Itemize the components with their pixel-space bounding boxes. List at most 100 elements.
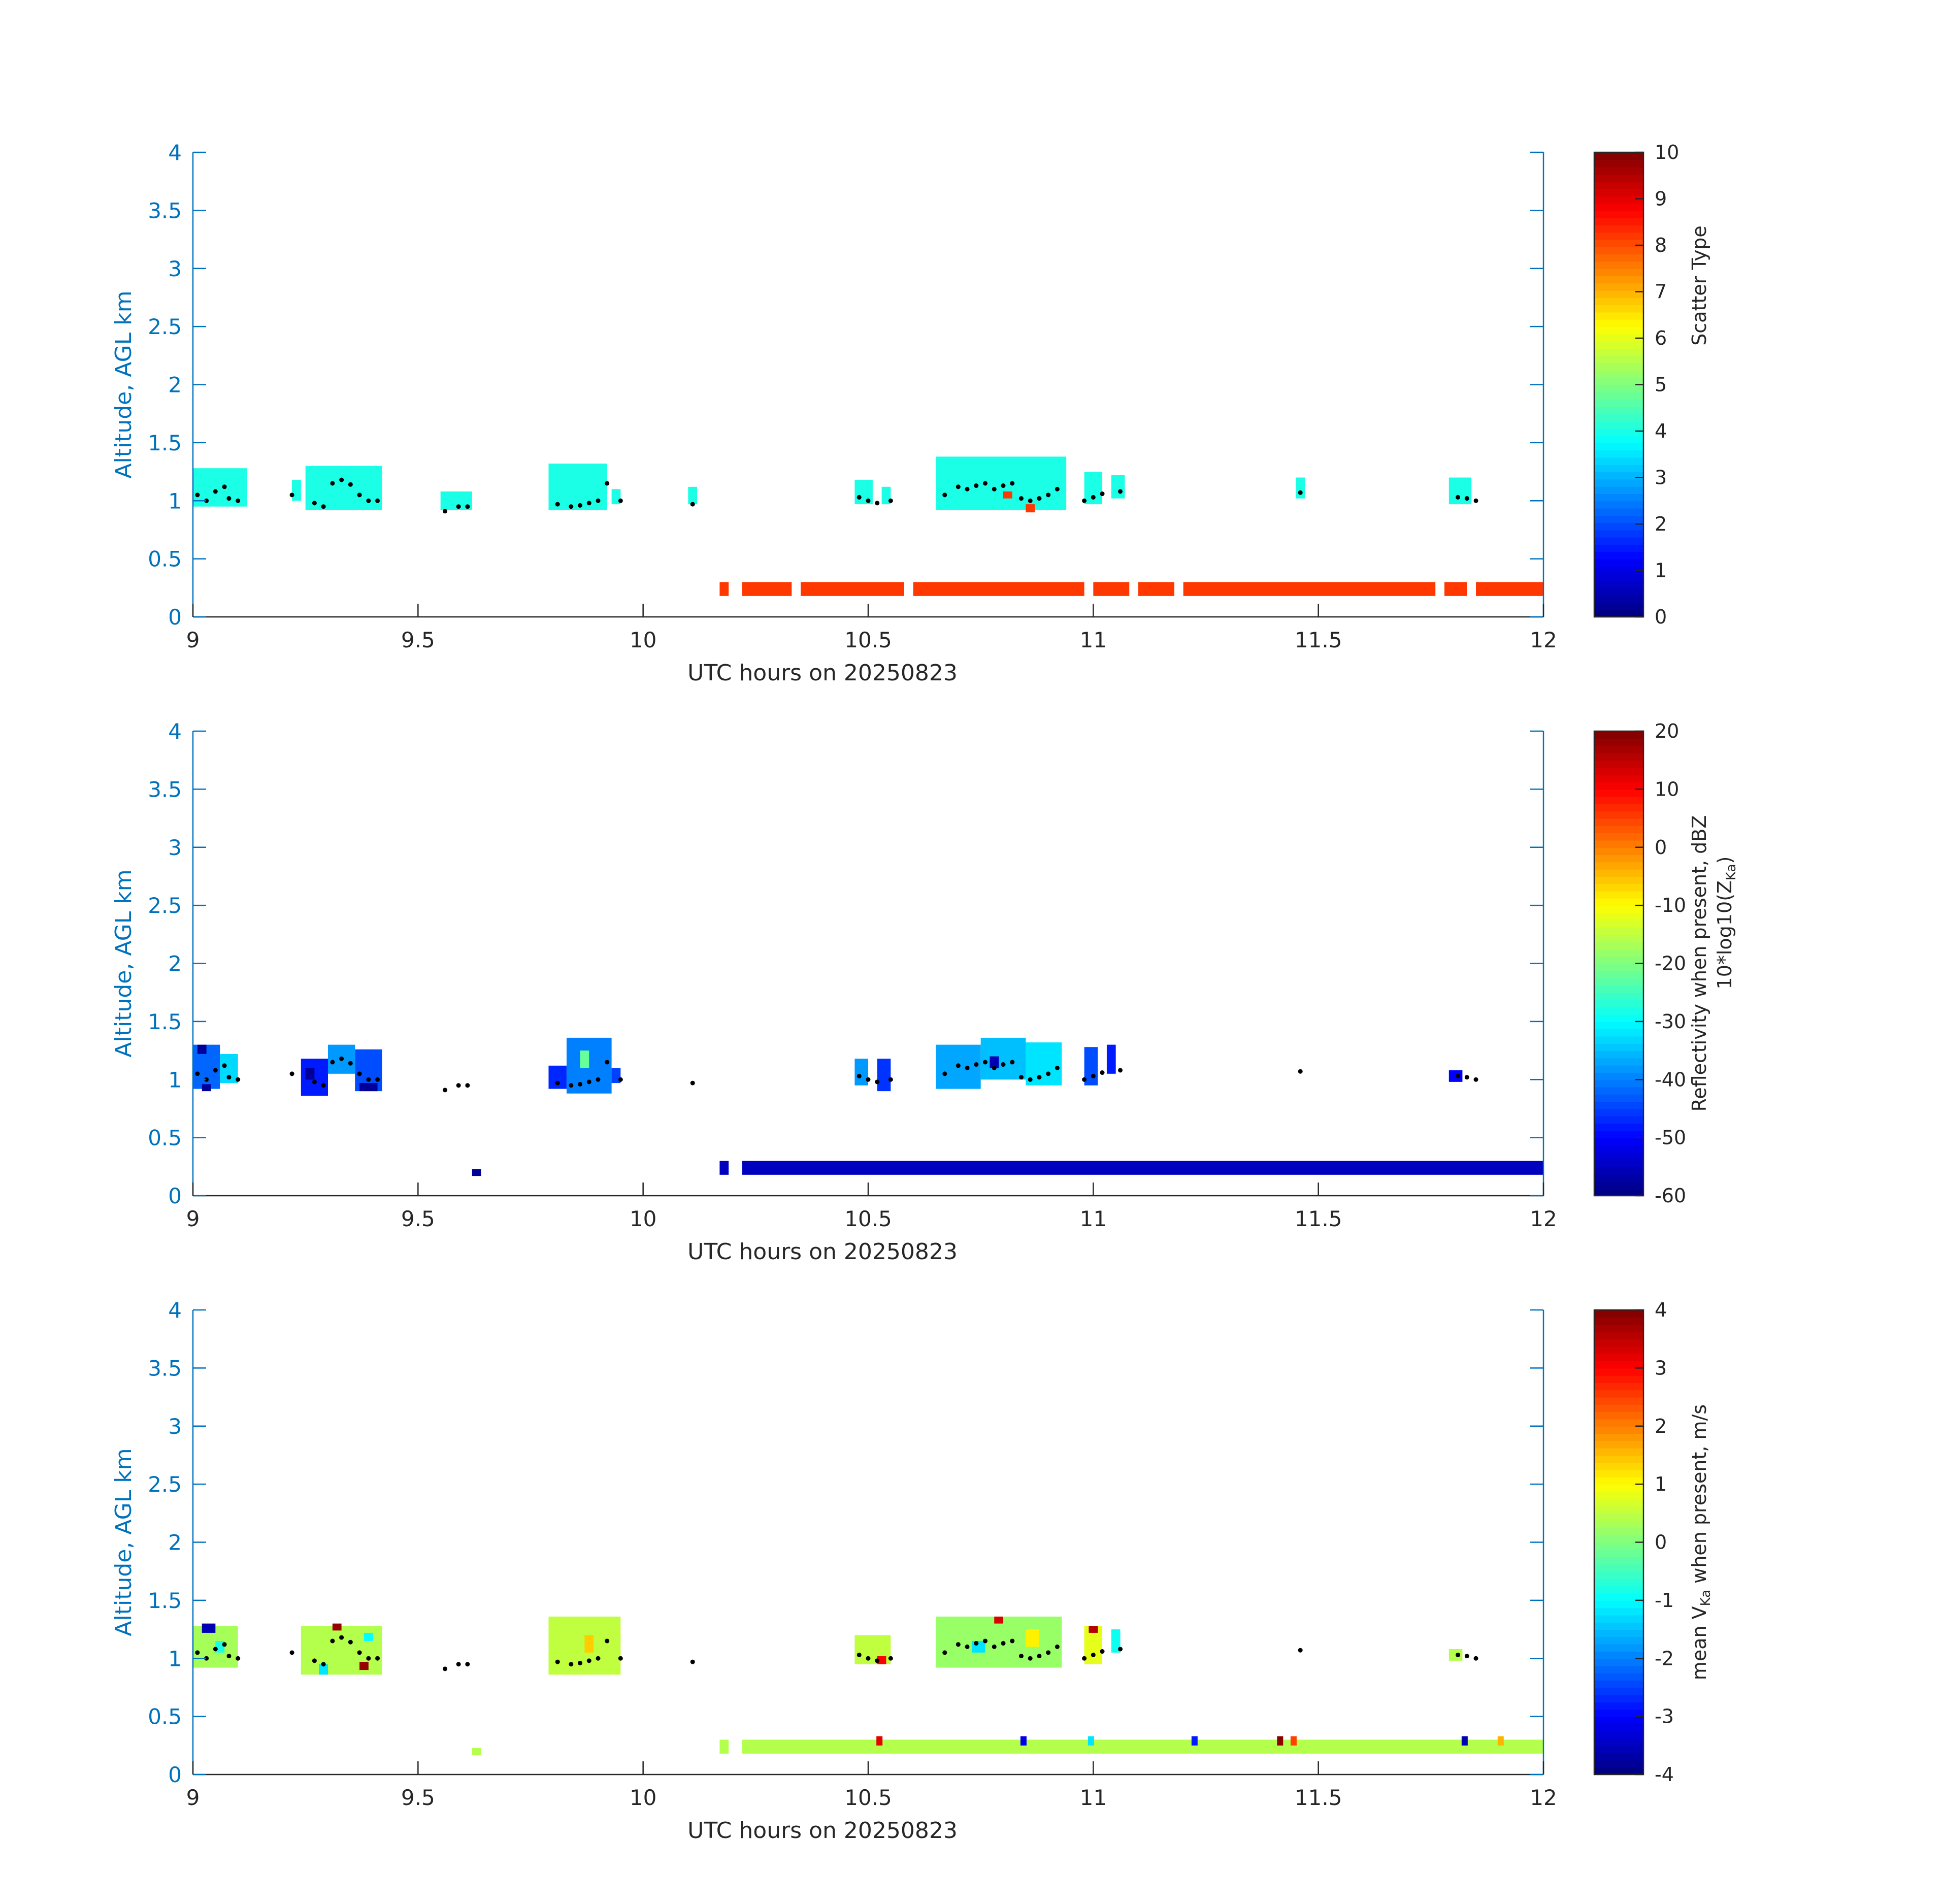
colorbar-swatch	[1594, 912, 1643, 921]
cloud-base-dot	[443, 1666, 448, 1671]
colorbar-swatch	[1594, 1738, 1643, 1746]
cloud-base-dot	[1100, 491, 1105, 497]
y-axis-label: Altitude, AGL km	[111, 869, 137, 1057]
heatmap-cell	[202, 1084, 211, 1092]
cloud-base-dot	[366, 1077, 371, 1082]
colorbar-swatch	[1594, 1375, 1643, 1383]
colorbar-swatch	[1594, 181, 1643, 189]
colorbar-swatch	[1594, 1586, 1643, 1594]
cloud-base-dot	[289, 1071, 294, 1076]
cloud-base-dot	[204, 1656, 209, 1661]
colorbar-swatch	[1594, 1615, 1643, 1623]
colorbar-swatch	[1594, 246, 1643, 255]
heatmap-cells	[193, 1616, 1543, 1755]
cloud-base-dot	[1100, 1649, 1105, 1654]
colorbar-tick-label: 20	[1655, 720, 1679, 742]
cloud-base-dot	[618, 1656, 623, 1661]
band-mark	[1088, 1736, 1094, 1746]
heatmap-cell	[1084, 1047, 1098, 1086]
x-tick-label: 9	[186, 628, 200, 652]
cloud-base-dots	[195, 1056, 1478, 1093]
x-tick-label: 9	[186, 1785, 200, 1810]
colorbar-swatch	[1594, 1101, 1643, 1109]
colorbar-swatch	[1594, 254, 1643, 262]
colorbar-swatch	[1594, 283, 1643, 291]
heatmap-cell	[472, 1748, 481, 1755]
colorbar-swatch	[1594, 232, 1643, 240]
colorbar-swatch	[1594, 1607, 1643, 1616]
colorbar-swatch	[1594, 1159, 1643, 1167]
x-tick-label: 10.5	[844, 628, 892, 652]
cloud-base-dot	[992, 1644, 997, 1649]
cloud-base-dot	[983, 1060, 988, 1065]
cloud-base-dot	[1018, 1075, 1024, 1080]
colorbar-swatch	[1594, 811, 1643, 819]
colorbar-swatch	[1594, 261, 1643, 269]
colorbar-swatch	[1594, 1498, 1643, 1507]
cloud-base-dot	[992, 1065, 997, 1070]
cloud-base-dot	[1001, 1062, 1006, 1067]
cloud-base-dot	[321, 1083, 326, 1088]
colorbar-swatch	[1594, 1397, 1643, 1405]
colorbar-swatch	[1594, 1622, 1643, 1630]
colorbar-swatch	[1594, 1549, 1643, 1558]
y-tick-label: 1.5	[148, 1009, 182, 1034]
colorbar-swatch	[1594, 1542, 1643, 1550]
cloud-base-dot	[1037, 496, 1042, 501]
colorbar-tick-label: 1	[1655, 1473, 1667, 1495]
cloud-base-dot	[965, 1065, 970, 1070]
cloud-base-dot	[1028, 1077, 1033, 1082]
colorbar-swatch	[1594, 862, 1643, 870]
colorbar-swatch	[1594, 1174, 1643, 1182]
cloud-base-dot	[222, 1063, 227, 1068]
colorbar-swatch	[1594, 855, 1643, 863]
cloud-base-dots	[195, 477, 1478, 514]
x-tick-label: 11.5	[1295, 1206, 1342, 1231]
colorbar-swatch	[1594, 847, 1643, 856]
y-tick-label: 3.5	[148, 198, 182, 223]
colorbar-label: mean VKa when present, m/s	[1688, 1404, 1714, 1680]
colorbar-swatch	[1594, 203, 1643, 211]
heatmap-cell	[877, 1059, 891, 1092]
cloud-base-dot	[1473, 498, 1478, 503]
x-tick-label: 12	[1530, 1785, 1557, 1810]
colorbar-label: Scatter Type	[1688, 225, 1710, 345]
colorbar-swatch	[1594, 595, 1643, 603]
colorbar-swatch	[1594, 435, 1643, 443]
cloud-base-dot	[1010, 1638, 1015, 1644]
colorbar-swatch	[1594, 1339, 1643, 1347]
colorbar-swatch	[1594, 1600, 1643, 1608]
cloud-base-dot	[1091, 1652, 1096, 1657]
colorbar-swatch	[1594, 1557, 1643, 1565]
colorbar-swatch	[1594, 1043, 1643, 1052]
cloud-base-dot	[330, 1638, 335, 1644]
colorbar-swatch	[1594, 442, 1643, 451]
colorbar: 0 1 2 3 4 5 6 7 8 9 10 Scatter Type	[1593, 141, 1710, 628]
band-mark	[876, 1736, 883, 1746]
heatmap-cell	[202, 1623, 216, 1633]
cloud-base-dot	[312, 1079, 317, 1085]
colorbar-swatch	[1594, 420, 1643, 429]
colorbar-swatch	[1594, 152, 1643, 160]
cloud-base-dot	[1100, 1070, 1105, 1075]
colorbar-swatch	[1594, 1317, 1643, 1325]
cloud-base-dot	[339, 1056, 344, 1061]
y-tick-label: 3.5	[148, 1356, 182, 1381]
cloud-base-dot	[357, 1071, 362, 1076]
colorbar-swatch	[1594, 159, 1643, 168]
band-mark	[1497, 1736, 1504, 1746]
colorbar-swatch	[1594, 355, 1643, 364]
cloud-base-dot	[339, 1635, 344, 1640]
cloud-base-dot	[569, 504, 574, 509]
x-axis-label: UTC hours on 20250823	[687, 1239, 958, 1265]
colorbar-swatch	[1594, 767, 1643, 775]
colorbar-swatch	[1594, 1520, 1643, 1528]
colorbar-swatch	[1594, 1513, 1643, 1521]
colorbar-swatch	[1594, 999, 1643, 1008]
colorbar-swatch	[1594, 1636, 1643, 1645]
cloud-base-dot	[357, 493, 362, 498]
cloud-base-dot	[1028, 1656, 1033, 1661]
colorbar-swatch	[1594, 1411, 1643, 1420]
colorbar-swatch	[1594, 1760, 1643, 1768]
cloud-base-dot	[1464, 1654, 1469, 1659]
